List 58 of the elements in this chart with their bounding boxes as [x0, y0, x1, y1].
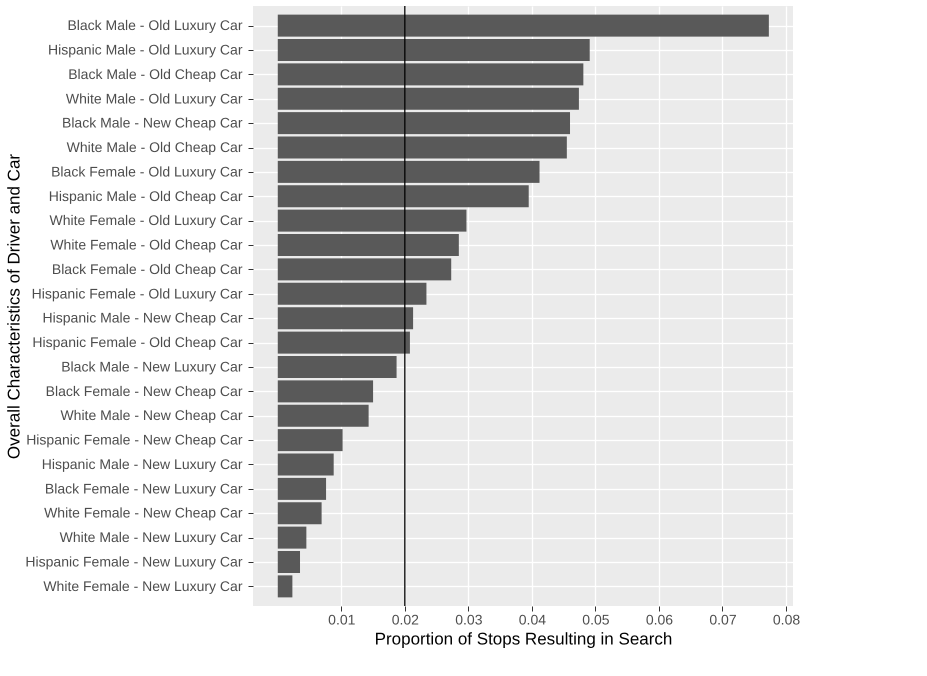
bar [278, 502, 322, 524]
y-tick-label: Hispanic Female - Old Luxury Car [32, 285, 243, 302]
y-tick-label: Black Male - Old Luxury Car [67, 17, 243, 34]
y-tick-label: Hispanic Male - New Luxury Car [42, 456, 243, 472]
y-tick-label: Black Female - New Cheap Car [46, 382, 243, 399]
y-tick-label: White Male - New Luxury Car [60, 529, 243, 546]
y-tick-label: Hispanic Female - New Luxury Car [25, 553, 243, 570]
x-tick-label: 0.07 [709, 612, 737, 628]
y-tick-label: White Male - New Cheap Car [60, 407, 243, 424]
bar [278, 14, 769, 37]
x-tick-label: 0.05 [582, 612, 610, 628]
y-tick-label: Black Female - Old Luxury Car [51, 163, 243, 180]
bar [278, 234, 459, 256]
bar [278, 210, 466, 232]
x-axis-title: Proportion of Stops Resulting in Search [374, 630, 672, 648]
bar [278, 526, 306, 549]
x-tick-label: 0.02 [392, 612, 420, 628]
bar [278, 160, 540, 183]
bar [278, 380, 374, 402]
bar [278, 404, 369, 427]
bar [278, 39, 590, 62]
y-tick-label: White Female - New Cheap Car [44, 504, 243, 521]
y-tick-label: White Male - Old Cheap Car [66, 139, 243, 156]
bar [278, 112, 570, 134]
y-tick-label: Hispanic Female - New Cheap Car [26, 432, 243, 448]
y-tick-label: Black Male - New Cheap Car [62, 114, 243, 131]
bar [278, 136, 567, 159]
bar [278, 282, 426, 305]
y-tick-label: Hispanic Male - Old Luxury Car [48, 42, 243, 58]
bar [278, 185, 529, 208]
y-tick-label: Hispanic Male - New Cheap Car [42, 310, 243, 326]
y-axis-title: Overall Characteristics of Driver and Car [4, 154, 24, 460]
bar [278, 88, 579, 110]
y-tick-label: Black Female - Old Cheap Car [52, 260, 243, 277]
x-tick-label: 0.03 [455, 612, 483, 628]
x-tick-label: 0.08 [772, 612, 800, 628]
bar [278, 429, 343, 452]
bar [278, 453, 334, 476]
y-tick-label: Hispanic Female - Old Cheap Car [32, 334, 243, 350]
x-tick-label: 0.06 [646, 612, 674, 628]
bar [278, 307, 414, 330]
y-tick-label: White Female - New Luxury Car [43, 578, 243, 594]
bar [278, 550, 300, 573]
y-tick-label: Black Male - New Luxury Car [61, 358, 243, 374]
y-tick-label: Black Male - Old Cheap Car [68, 66, 243, 82]
x-tick-label: 0.04 [518, 612, 546, 628]
bar [278, 63, 584, 86]
y-tick-label: Hispanic Male - Old Cheap Car [48, 188, 243, 204]
y-tick-label: White Male - Old Luxury Car [66, 90, 243, 106]
x-tick-label: 0.01 [328, 612, 356, 628]
bar [278, 332, 410, 354]
bar [278, 575, 292, 598]
bar [278, 356, 397, 378]
bar [278, 258, 452, 280]
y-tick-label: White Female - Old Cheap Car [50, 236, 243, 253]
bar [278, 478, 326, 500]
y-tick-label: White Female - Old Luxury Car [50, 212, 243, 228]
y-tick-label: Black Female - New Luxury Car [44, 480, 243, 496]
